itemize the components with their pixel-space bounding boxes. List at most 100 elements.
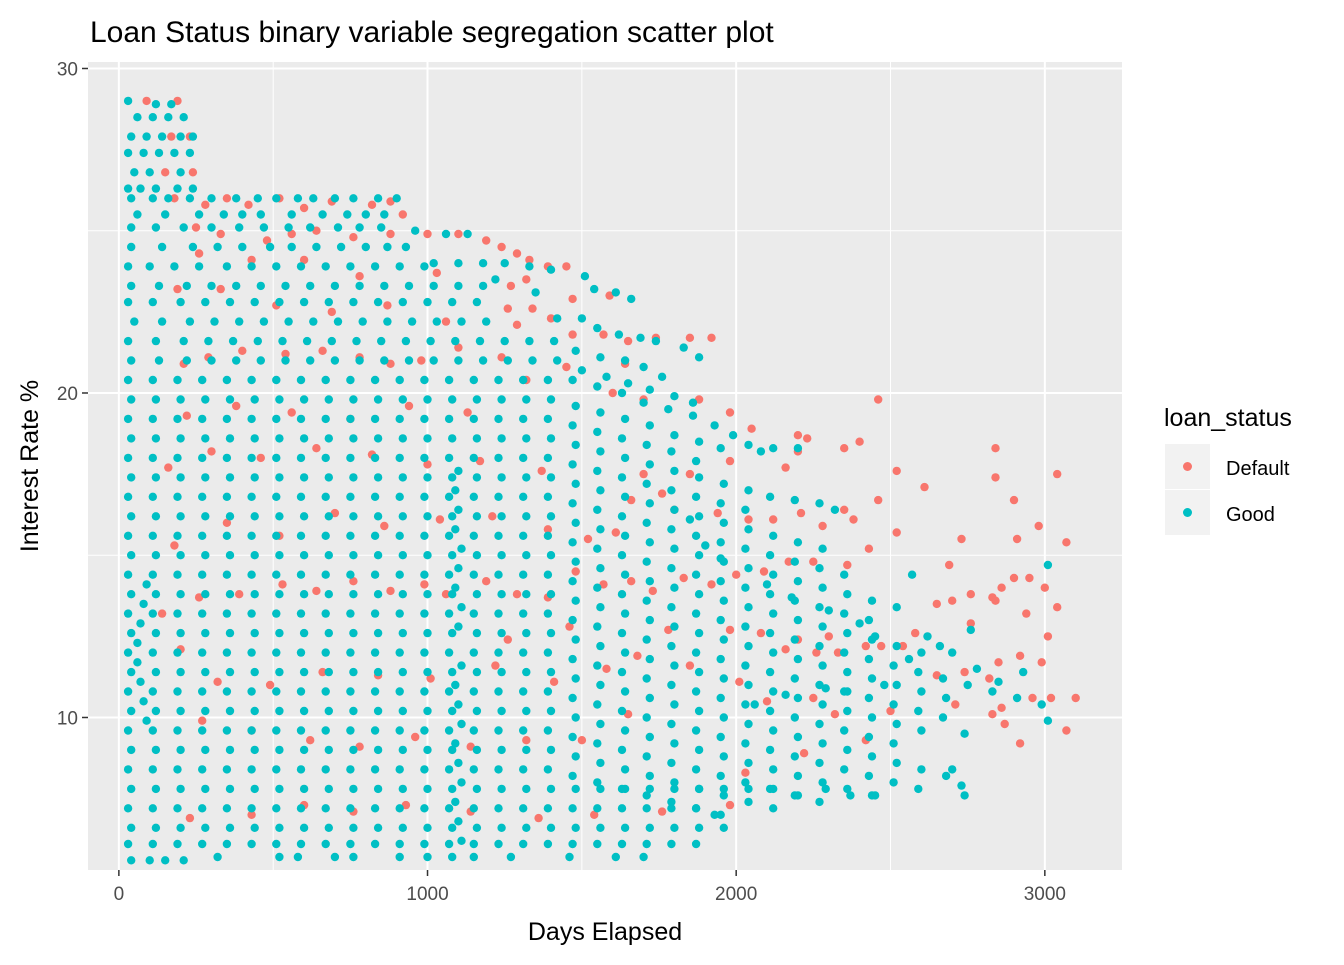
point-default <box>525 255 534 265</box>
point-good <box>423 434 432 443</box>
point-good <box>667 758 676 768</box>
point-good <box>346 687 355 696</box>
y-axis-label: Interest Rate % <box>16 380 44 552</box>
point-default <box>568 294 577 304</box>
point-good <box>176 745 185 755</box>
point-good <box>691 804 701 813</box>
point-default <box>784 557 793 566</box>
point-default <box>355 272 364 281</box>
point-good <box>957 781 966 790</box>
point-good <box>691 687 701 696</box>
point-good <box>596 353 605 362</box>
point-good <box>395 453 404 463</box>
point-good <box>497 512 506 521</box>
point-good <box>420 839 429 849</box>
point-good <box>398 590 407 599</box>
point-good <box>198 726 207 735</box>
point-good <box>395 687 404 696</box>
point-good <box>519 492 528 501</box>
point-good <box>395 852 404 862</box>
point-default <box>247 810 256 819</box>
point-good <box>173 804 182 813</box>
point-good <box>593 323 602 333</box>
point-default <box>161 168 170 177</box>
point-good <box>176 395 185 404</box>
point-good <box>293 194 303 203</box>
point-good <box>176 590 185 599</box>
point-good <box>593 700 602 709</box>
point-default <box>892 528 901 537</box>
point-good <box>691 492 701 501</box>
point-default <box>892 466 901 476</box>
point-good <box>667 797 676 807</box>
point-good <box>923 632 932 641</box>
point-default <box>877 641 886 651</box>
point-good <box>225 745 235 755</box>
point-good <box>454 700 463 709</box>
point-good <box>565 852 574 862</box>
point-good <box>719 635 728 644</box>
point-default <box>1053 469 1062 479</box>
point-good <box>151 745 161 755</box>
point-good <box>815 797 824 807</box>
point-good <box>324 823 333 832</box>
legend: loan_status Default Good <box>1164 404 1292 535</box>
point-good <box>272 804 281 813</box>
point-good <box>571 479 580 488</box>
point-default <box>818 521 827 531</box>
point-good <box>330 356 340 365</box>
point-good <box>744 758 753 768</box>
point-good <box>497 590 506 599</box>
point-good <box>790 495 799 505</box>
point-good <box>250 512 259 521</box>
point-good <box>198 648 207 657</box>
point-good <box>176 297 185 307</box>
point-good <box>744 719 753 729</box>
point-good <box>670 544 679 553</box>
point-good <box>275 745 284 755</box>
point-good <box>327 336 336 346</box>
point-good <box>188 242 198 252</box>
point-good <box>840 609 849 618</box>
point-good <box>781 690 790 699</box>
point-good <box>719 596 728 605</box>
point-good <box>472 706 482 716</box>
point-good <box>543 570 553 579</box>
point-good <box>531 288 540 297</box>
point-good <box>349 590 358 599</box>
point-good <box>225 551 235 560</box>
point-good <box>716 732 725 742</box>
point-default <box>997 583 1006 592</box>
point-good <box>889 661 898 670</box>
point-good <box>232 281 241 291</box>
point-good <box>361 242 370 252</box>
point-good <box>127 590 136 599</box>
point-good <box>188 184 198 193</box>
point-good <box>272 726 281 735</box>
point-good <box>469 375 478 385</box>
point-good <box>843 628 852 638</box>
point-default <box>318 346 327 355</box>
point-good <box>818 622 827 631</box>
point-good <box>207 281 216 291</box>
y-tick-label: 30 <box>57 59 78 80</box>
point-good <box>469 765 478 774</box>
point-good <box>448 628 457 638</box>
point-default <box>627 577 636 586</box>
point-good <box>309 317 318 326</box>
point-default <box>213 677 222 686</box>
point-good <box>398 297 407 307</box>
point-default <box>855 437 864 446</box>
point-good <box>590 284 599 294</box>
point-good <box>765 628 775 638</box>
point-default <box>725 800 735 810</box>
point-good <box>395 839 404 849</box>
point-good <box>769 444 778 453</box>
point-good <box>691 570 701 579</box>
point-default <box>966 590 975 599</box>
point-good <box>256 356 265 365</box>
point-good <box>253 336 262 346</box>
point-default <box>423 229 432 239</box>
point-good <box>528 356 537 365</box>
legend-label-default: Default <box>1226 458 1290 480</box>
